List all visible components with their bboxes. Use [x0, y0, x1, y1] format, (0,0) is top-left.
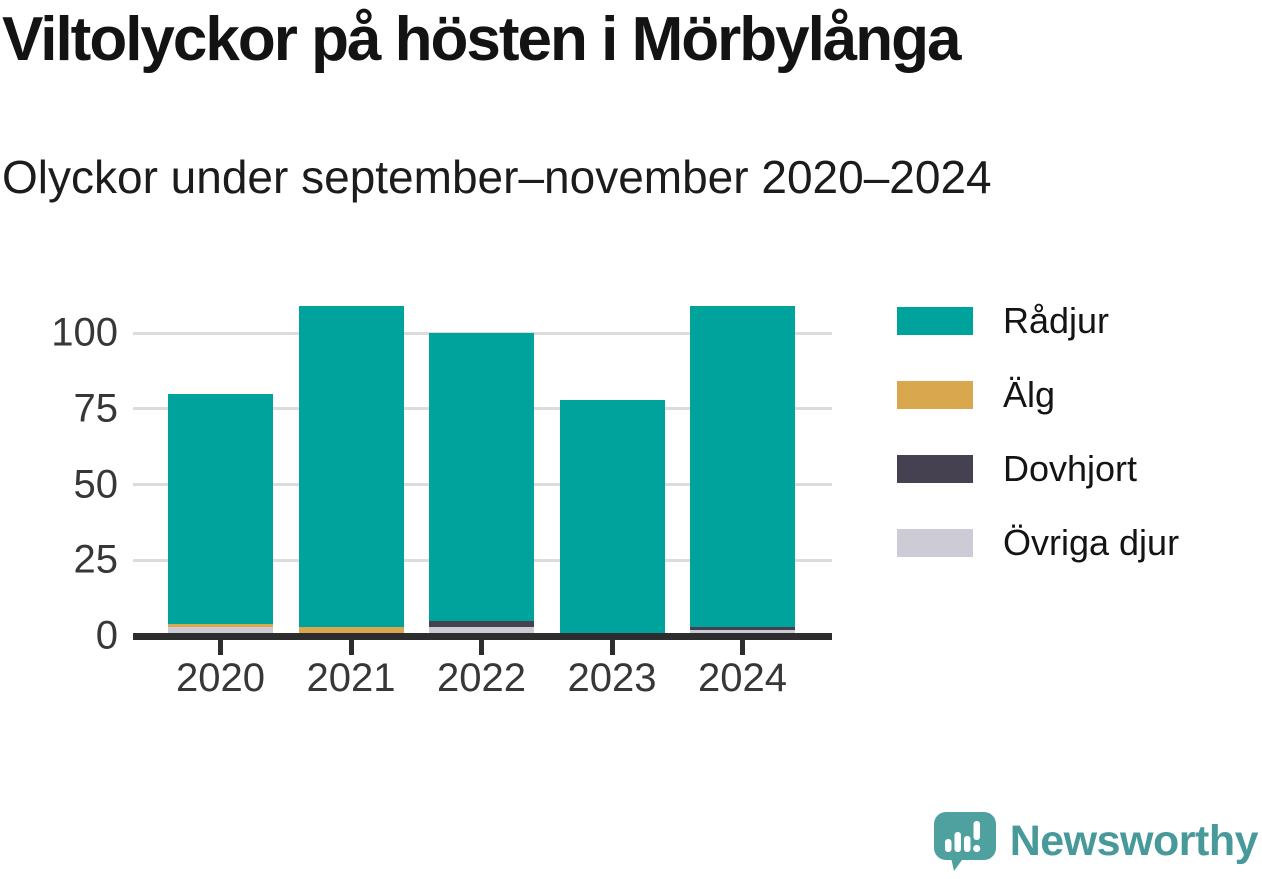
- legend-label: Älg: [1003, 374, 1056, 415]
- bar-segment-rådjur-2023: [559, 399, 665, 636]
- legend-label: Dovhjort: [1003, 448, 1138, 489]
- y-axis-tick-label: 0: [95, 613, 118, 658]
- bar-segment-älg-2020: [168, 623, 273, 627]
- bar-segment-dovhjort-2022: [429, 620, 534, 627]
- legend-label: Övriga djur: [1003, 522, 1180, 563]
- newsworthy-logo: Newsworthy: [932, 810, 1259, 873]
- legend-swatch: [897, 529, 973, 557]
- legend-swatch: [897, 455, 973, 483]
- bar-segment-älg-2021: [298, 626, 404, 636]
- chart-subtitle: Olyckor under september–november 2020–20…: [2, 151, 992, 203]
- x-axis-tick-label: 2020: [176, 656, 265, 700]
- legend-label: Rådjur: [1003, 300, 1110, 341]
- x-axis-tick-label: 2022: [437, 656, 526, 700]
- x-axis-tick-label: 2024: [698, 656, 787, 700]
- bar-segment-dovhjort-2024: [690, 626, 795, 630]
- bar-segment-rådjur-2021: [298, 305, 404, 627]
- x-axis-tick: [609, 640, 615, 655]
- legend-swatch: [897, 307, 973, 335]
- bar-segment-övriga-djur-2022: [429, 626, 534, 636]
- x-axis-tick: [218, 640, 223, 655]
- x-axis-tick: [479, 640, 484, 655]
- legend-item-rådjur: Rådjur: [897, 300, 1179, 342]
- newsworthy-wordmark: Newsworthy: [1009, 817, 1259, 865]
- y-axis-tick-label: 75: [73, 386, 119, 431]
- x-axis-tick: [740, 640, 745, 655]
- legend-item-älg: Älg: [897, 374, 1179, 416]
- y-axis-tick-label: 100: [51, 310, 118, 355]
- x-axis-tick-label: 2023: [567, 656, 657, 700]
- bar-segment-rådjur-2022: [429, 333, 534, 621]
- legend-item-övriga-djur: Övriga djur: [897, 522, 1179, 564]
- bar-segment-övriga-djur-2020: [168, 626, 273, 636]
- legend: Rådjur Älg Dovhjort Övriga djur: [897, 300, 1179, 564]
- x-axis-tick: [348, 640, 354, 655]
- bar-segment-rådjur-2020: [168, 393, 273, 624]
- y-axis-tick-label: 25: [73, 537, 119, 582]
- bar-segment-övriga-djur-2024: [690, 629, 795, 636]
- chart-title: Viltolyckor på hösten i Mörbylånga: [2, 5, 962, 74]
- legend-swatch: [897, 381, 973, 409]
- y-axis-tick-label: 50: [73, 462, 119, 506]
- x-axis-tick-label: 2021: [306, 656, 396, 700]
- bar-segment-rådjur-2024: [690, 305, 795, 627]
- x-axis-line: [133, 633, 832, 640]
- newsworthy-logo-icon: [933, 812, 996, 871]
- legend-item-dovhjort: Dovhjort: [897, 448, 1179, 490]
